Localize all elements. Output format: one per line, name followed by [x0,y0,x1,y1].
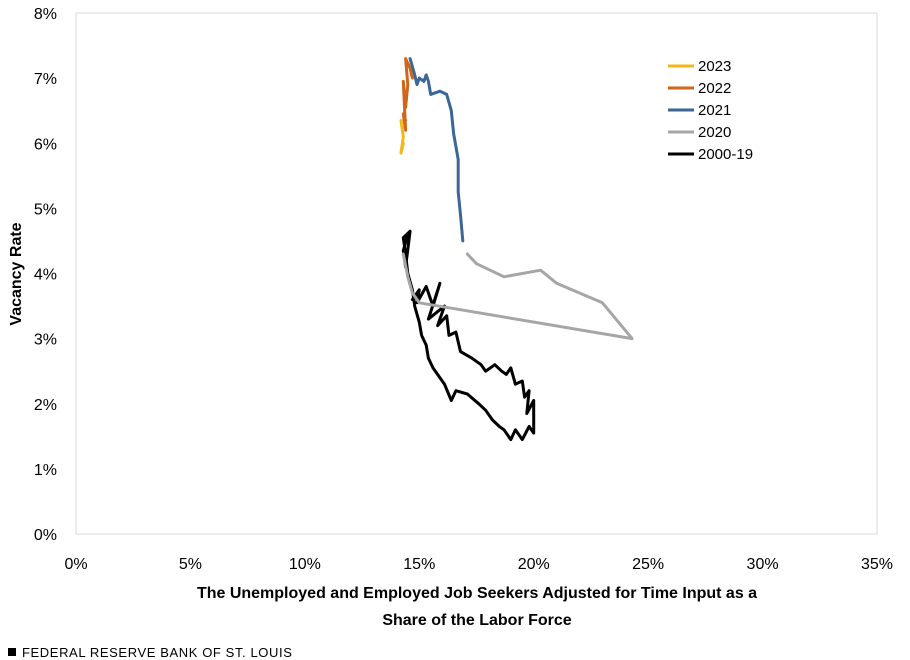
legend-label-2020: 2020 [698,124,731,141]
y-tick-label: 0% [34,527,57,544]
x-tick-label: 30% [747,556,779,573]
series-line-2021 [408,57,465,243]
y-tick-label: 7% [34,71,57,88]
x-axis-title-line-1: The Unemployed and Employed Job Seekers … [197,585,757,602]
series-line-2020 [401,252,634,341]
x-axis-title-line-2: Share of the Labor Force [382,612,571,629]
legend-label-2000-19: 2000-19 [698,146,753,163]
series-line-2000-19 [401,229,536,442]
legend: 2023 2022 2021 2020 2000-19 [668,58,753,163]
x-tick-label: 15% [403,556,435,573]
footer-square-icon [8,648,16,656]
x-tick-label: 35% [861,556,893,573]
source-footer: FEDERAL RESERVE BANK OF ST. LOUIS [8,645,292,660]
y-axis-title: Vacancy Rate [8,222,25,325]
legend-label-2021: 2021 [698,102,731,119]
series-line-2023 [399,119,405,155]
y-axis-ticks: 0% 1% 2% 3% 4% 5% 6% 7% 8% [34,6,57,544]
y-tick-label: 8% [34,6,57,23]
footer-text: FEDERAL RESERVE BANK OF ST. LOUIS [22,645,293,660]
x-tick-label: 20% [518,556,550,573]
series-line-2022 [401,57,414,132]
y-tick-label: 1% [34,462,57,479]
y-tick-label: 3% [34,332,57,349]
chart: 0% 1% 2% 3% 4% 5% 6% 7% 8% 0% 5% 10% 15% 20% 25% 30% 35… [8,6,893,629]
y-tick-label: 4% [34,267,57,284]
plot-area [75,12,878,535]
series-layer [399,57,634,442]
x-tick-label: 10% [289,556,321,573]
y-tick-label: 6% [34,136,57,153]
y-tick-label: 5% [34,201,57,218]
legend-label-2022: 2022 [698,80,731,97]
x-tick-label: 25% [632,556,664,573]
x-axis-ticks: 0% 5% 10% 15% 20% 25% 30% 35% [64,556,893,573]
y-tick-label: 2% [34,397,57,414]
x-tick-label: 0% [64,556,87,573]
x-tick-label: 5% [179,556,202,573]
legend-label-2023: 2023 [698,58,731,75]
